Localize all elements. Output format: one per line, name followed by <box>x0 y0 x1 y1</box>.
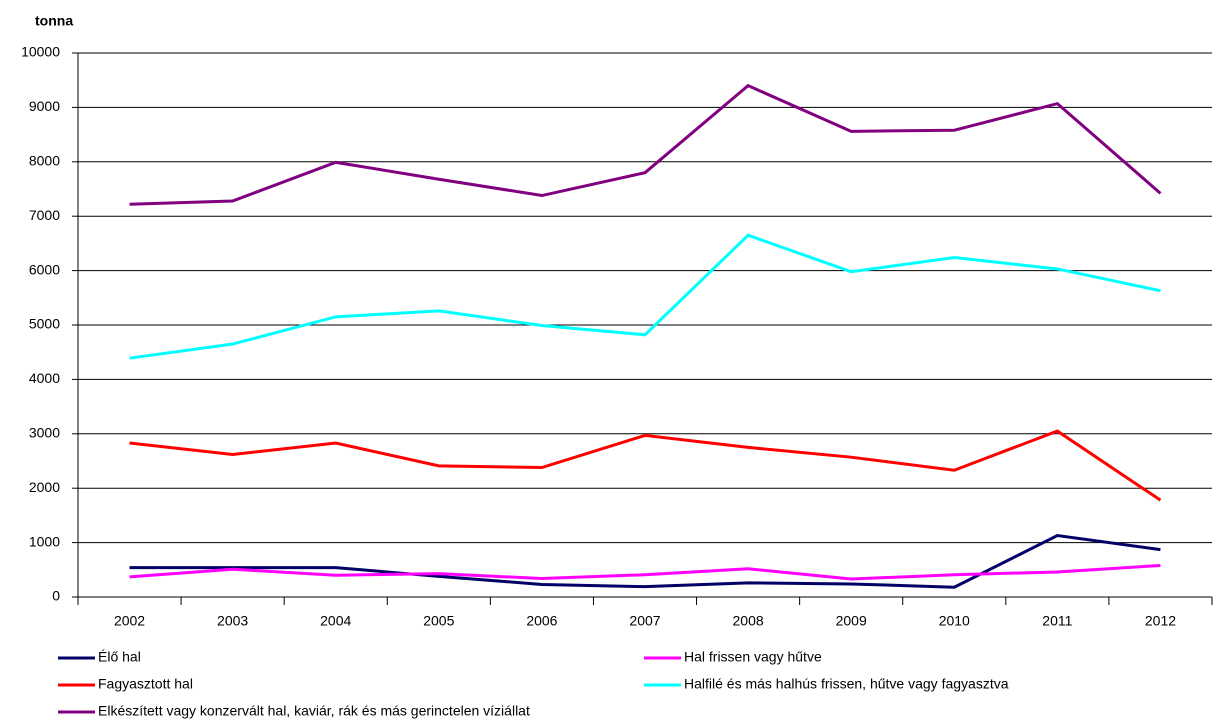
x-tick-label: 2005 <box>423 613 454 629</box>
x-tick-label: 2009 <box>836 613 867 629</box>
y-tick-label: 3000 <box>29 425 60 441</box>
series-line <box>129 563 1161 581</box>
x-tick-label: 2006 <box>526 613 557 629</box>
legend-label: Halfilé és más halhús frissen, hűtve vag… <box>684 676 1009 692</box>
y-axis-label: tonna <box>35 13 73 29</box>
y-tick-label: 10000 <box>21 44 60 60</box>
x-tick-label: 2003 <box>217 613 248 629</box>
y-tick-label: 9000 <box>29 98 60 114</box>
y-tick-label: 1000 <box>29 533 60 549</box>
y-tick-label: 4000 <box>29 370 60 386</box>
series-line <box>129 533 1161 589</box>
series-line <box>129 233 1161 360</box>
y-tick-label: 5000 <box>29 316 60 332</box>
x-tick-label: 2002 <box>114 613 145 629</box>
legend-label: Fagyasztott hal <box>98 676 193 692</box>
y-tick-label: 7000 <box>29 207 60 223</box>
legend-label: Hal frissen vagy hűtve <box>684 649 822 665</box>
x-tick-label: 2010 <box>939 613 970 629</box>
legend-label: Elkészített vagy konzervált hal, kaviár,… <box>98 703 530 719</box>
series-line <box>129 83 1162 206</box>
x-tick-label: 2012 <box>1145 613 1176 629</box>
series-line <box>129 429 1162 502</box>
y-tick-label: 6000 <box>29 261 60 277</box>
x-tick-label: 2011 <box>1042 613 1072 629</box>
y-tick-label: 8000 <box>29 153 60 169</box>
x-tick-label: 2008 <box>733 613 764 629</box>
legend-label: Élő hal <box>98 649 141 665</box>
y-tick-label: 0 <box>52 588 60 604</box>
y-tick-label: 2000 <box>29 479 60 495</box>
x-tick-label: 2004 <box>320 613 351 629</box>
x-tick-label: 2007 <box>629 613 660 629</box>
